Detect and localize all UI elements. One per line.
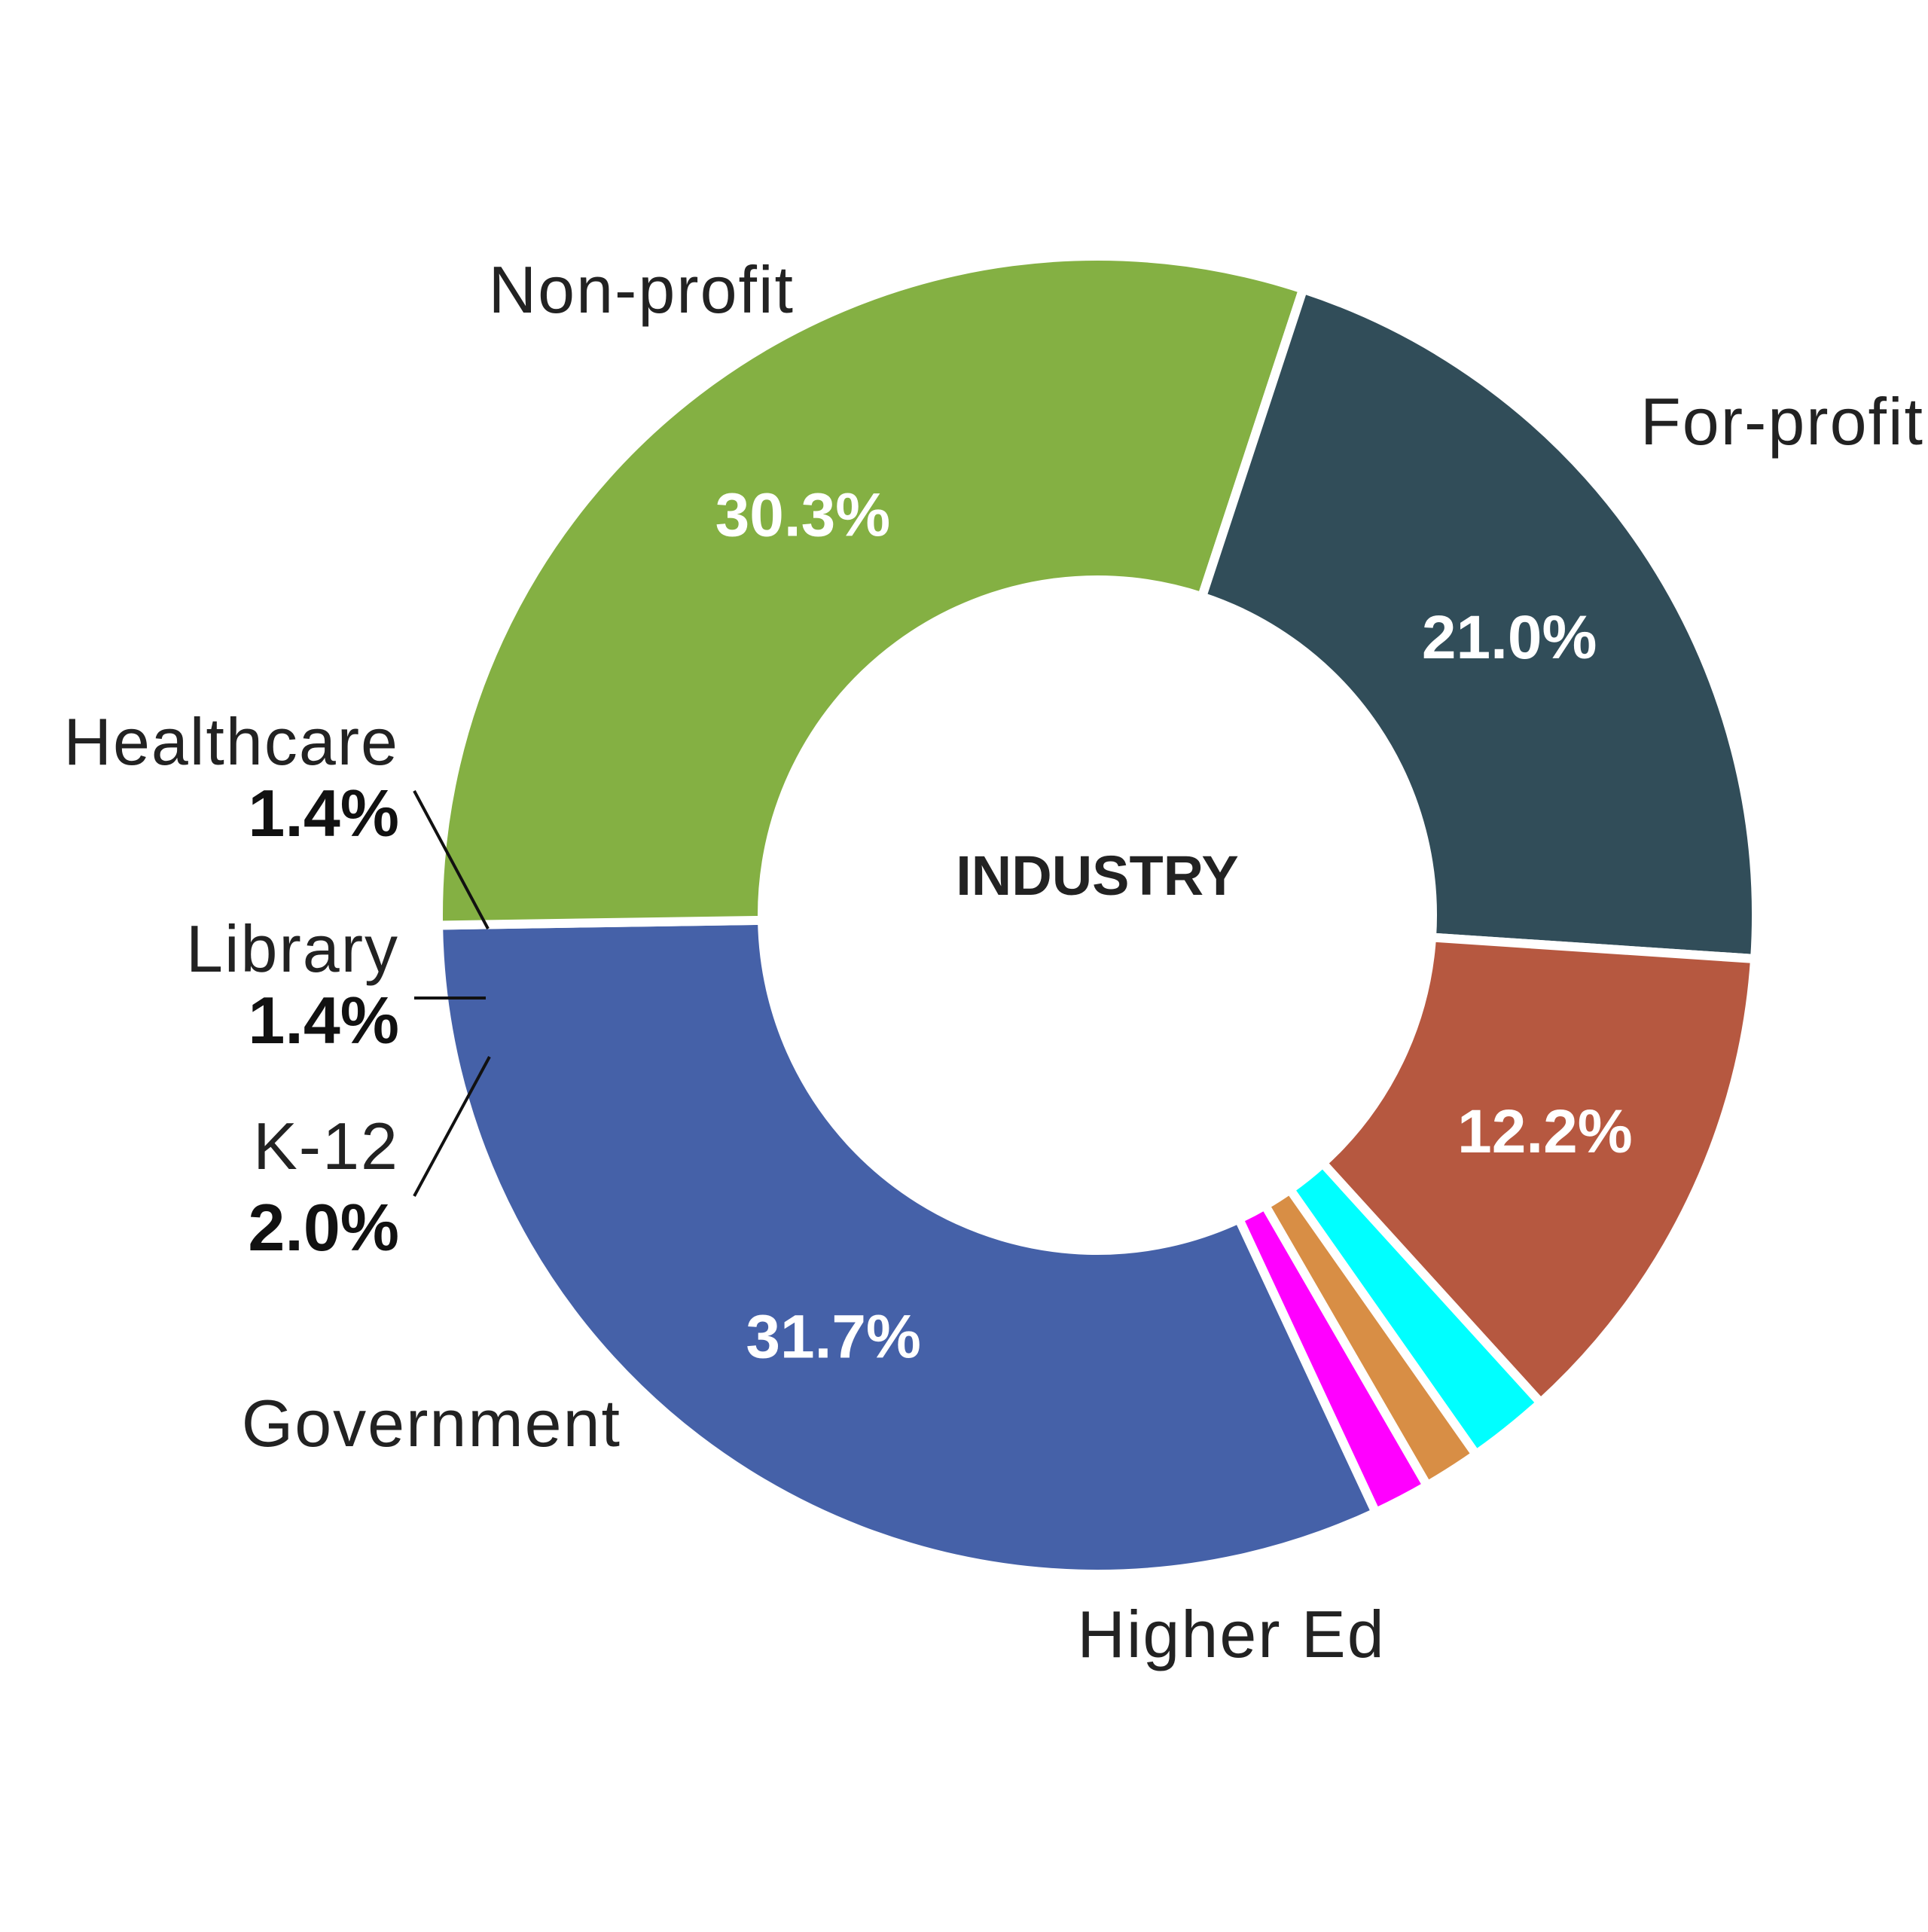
value-label-k-12: 2.0% [248,1190,399,1265]
slice-for-profit [434,252,1309,930]
value-label-higher-ed: 21.0% [1422,603,1597,672]
leader-line-healthcare [413,790,490,929]
value-label-non-profit: 31.7% [746,1302,921,1371]
category-label-higher-ed: Higher Ed [1077,1597,1385,1671]
slices-group [434,252,1761,1579]
labels-group: Non-profit 31.7% For-profit 30.3% Higher Ed 2… [63,252,1924,1671]
value-label-healthcare: 1.4% [248,776,399,850]
slice-higher-ed [1196,283,1761,964]
leader-line-k-12 [413,1056,491,1197]
slice-government [1316,932,1760,1409]
category-label-non-profit: Non-profit [489,252,795,327]
category-label-healthcare: Healthcare [63,704,399,779]
value-label-library: 1.4% [248,983,399,1058]
value-label-government: 12.2% [1457,1097,1633,1166]
leader-lines-group [413,790,491,1197]
category-label-for-profit: For-profit [1640,384,1924,459]
category-label-k-12: K-12 [253,1109,399,1183]
slice-healthcare [1233,1199,1434,1518]
chart-title: INDUSTRY [956,844,1239,907]
value-label-for-profit: 30.3% [715,481,891,549]
slice-non-profit [434,915,1382,1579]
category-label-government: Government [242,1386,621,1460]
category-label-library: Library [186,911,399,986]
